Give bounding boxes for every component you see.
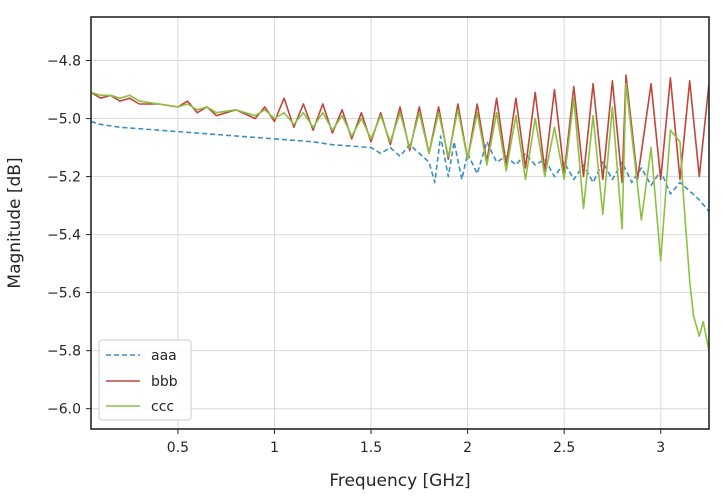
x-tick-label: 0.5 — [167, 440, 189, 456]
y-tick-label: −5.2 — [47, 170, 81, 186]
x-tick-label: 1.5 — [360, 440, 382, 456]
y-axis-label: Magnitude [dB] — [5, 157, 25, 288]
grid — [91, 17, 709, 429]
legend: aaa bbb ccc — [98, 339, 192, 421]
y-tick-label: −5.8 — [47, 344, 81, 360]
x-axis-label: Frequency [GHz] — [329, 471, 470, 491]
series-line-aaa — [91, 120, 709, 212]
x-tick-label: 2.5 — [553, 440, 575, 456]
ticks: 0.5 1 1.5 2 2.5 3 −4.8 −5.0 −5.2 −5.4 −5.6 −5.8 −6.0 — [47, 54, 665, 456]
legend-box — [98, 339, 192, 421]
x-tick-label: 1 — [270, 440, 279, 456]
y-tick-label: −5.4 — [47, 228, 81, 244]
x-tick-label: 2 — [463, 440, 472, 456]
plot-frame — [90, 16, 710, 430]
legend-label-aaa: aaa — [151, 348, 177, 364]
series-layer — [91, 74, 709, 351]
y-tick-label: −5.6 — [47, 286, 81, 302]
x-tick-label: 3 — [656, 440, 665, 456]
legend-label-ccc: ccc — [151, 399, 174, 415]
y-tick-label: −6.0 — [47, 402, 81, 418]
y-tick-label: −5.0 — [47, 112, 81, 128]
legend-label-bbb: bbb — [151, 374, 178, 390]
plot-area — [91, 17, 709, 429]
series-line-ccc — [91, 82, 709, 351]
y-tick-label: −4.8 — [47, 54, 81, 70]
